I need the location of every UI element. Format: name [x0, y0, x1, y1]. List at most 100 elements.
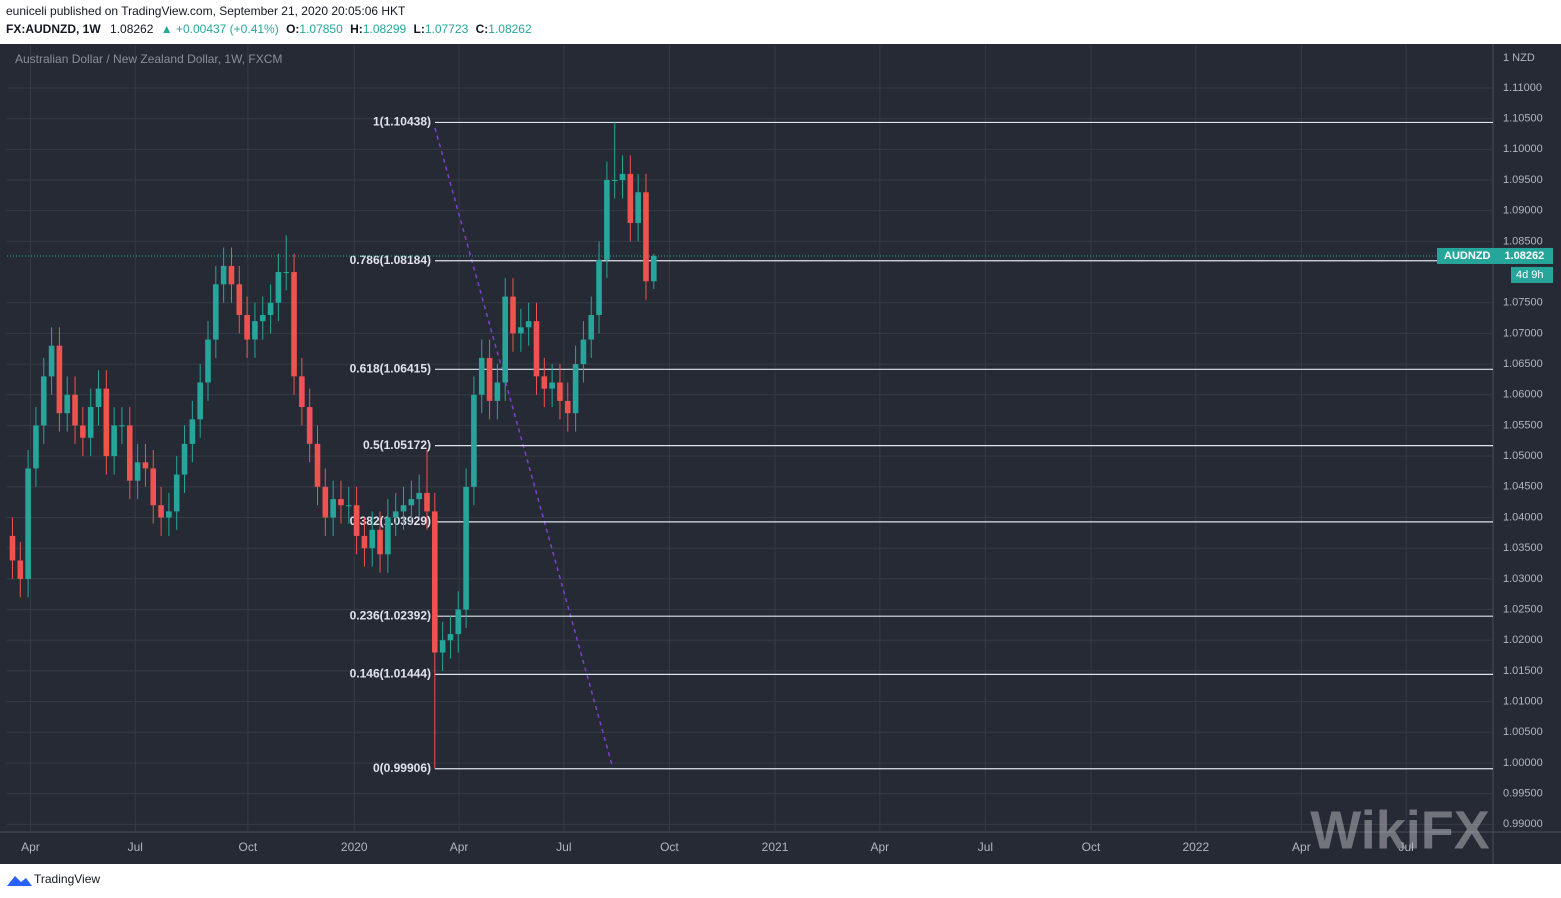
candle-body	[392, 511, 399, 518]
candle-body	[651, 255, 657, 282]
candle-body	[572, 364, 579, 414]
y-tick-label: 1.07500	[1503, 297, 1543, 309]
y-tick-label: 1.10500	[1503, 113, 1543, 125]
fib-label: 0.236(1.02392)	[350, 608, 431, 622]
candle-body	[17, 560, 24, 579]
candle-body	[299, 376, 305, 408]
candle-body	[494, 382, 501, 401]
candle-body	[80, 425, 86, 438]
fib-label: 0.5(1.05172)	[363, 438, 431, 452]
ohlc-legend: FX:AUDNZD, 1W 1.08262 ▲ +0.00437 (+0.41%…	[6, 22, 532, 36]
candle-body	[9, 535, 16, 561]
candle-body	[166, 511, 172, 518]
x-tick-label: 2020	[341, 840, 368, 854]
price-tag-bg	[1437, 247, 1553, 264]
candle-body	[471, 394, 477, 487]
ohlc-key: L:	[414, 22, 425, 36]
y-tick-label: 1.04500	[1503, 481, 1543, 493]
candle-body	[119, 425, 125, 427]
x-tick-label: Apr	[450, 840, 469, 854]
candle-body	[345, 505, 352, 507]
y-tick-label: 0.99000	[1503, 818, 1543, 830]
candle-body	[588, 315, 595, 340]
candle-body	[580, 339, 587, 365]
x-tick-label: Oct	[239, 840, 258, 854]
ohlc-value: 1.08299	[363, 22, 407, 36]
fib-label: 0(0.99906)	[373, 761, 431, 775]
candle-body	[134, 462, 141, 481]
candle-body	[126, 425, 133, 481]
countdown-bg	[1511, 266, 1553, 283]
x-tick-label: Oct	[1082, 840, 1101, 854]
candle-body	[369, 529, 376, 549]
candle-body	[338, 499, 344, 506]
candle-body	[259, 315, 266, 322]
candle-body	[604, 180, 610, 260]
candle-body	[518, 327, 524, 334]
candle-body	[408, 499, 415, 506]
fib-label: 0.786(1.08184)	[350, 253, 431, 267]
candle-body	[142, 462, 149, 469]
y-tick-label: 1.02000	[1503, 634, 1543, 646]
change: ▲ +0.00437 (+0.41%)	[161, 22, 279, 36]
candle-body	[353, 505, 360, 536]
candle-body	[213, 284, 219, 340]
symbol: FX:AUDNZD, 1W	[6, 22, 101, 36]
candle-body	[596, 259, 602, 316]
candle-body	[87, 407, 94, 438]
x-tick-label: Jul	[1399, 840, 1414, 854]
fib-label: 0.146(1.01444)	[350, 667, 431, 681]
candle-body	[643, 192, 649, 282]
candle-body	[486, 357, 493, 401]
candle-body	[33, 425, 39, 469]
candle-body	[322, 486, 329, 518]
price-tag: AUDNZD 1.08262	[1444, 250, 1544, 262]
trend-line	[434, 127, 613, 766]
y-tick-label: 1.06500	[1503, 358, 1543, 370]
y-tick-label: 1.07000	[1503, 327, 1543, 339]
candle-body	[619, 173, 626, 181]
marks: 1(1.10438) 0.786(1.08184) 0.618(1.06415) 0.…	[7, 115, 1493, 775]
candle-body	[56, 345, 63, 414]
fib-label: 0.618(1.06415)	[350, 361, 431, 375]
header-bg	[0, 0, 1561, 44]
watermark: WikiFX	[1310, 800, 1490, 860]
candle-body	[330, 499, 336, 518]
ohlc-value: 1.08262	[488, 22, 532, 36]
ohlc-key: H:	[350, 22, 363, 36]
ohlc-value: 1.07850	[299, 22, 343, 36]
candle-body	[228, 265, 235, 285]
y-tick-label: 1.01000	[1503, 696, 1543, 708]
brand-logo	[7, 876, 32, 886]
candle-body	[611, 180, 618, 182]
candle-body	[463, 486, 469, 610]
candle-body	[173, 474, 180, 512]
candle-body	[25, 468, 31, 579]
fib-label: 1(1.10438)	[373, 115, 431, 129]
candle-body	[455, 609, 462, 635]
candle-body	[205, 339, 211, 383]
candle-body	[502, 296, 509, 383]
last: 1.08262	[110, 22, 154, 36]
candle-body	[361, 535, 368, 549]
y-tick-label: 1.08500	[1503, 235, 1543, 247]
candle-body	[291, 272, 297, 377]
y-tick-label: 1.02500	[1503, 603, 1543, 615]
candle-body	[72, 394, 78, 426]
chart-title: Australian Dollar / New Zealand Dollar, …	[15, 52, 282, 66]
y-tick-label: 1.00000	[1503, 757, 1543, 769]
candle-body	[557, 382, 563, 401]
y-tick-label: 1.04000	[1503, 511, 1543, 523]
candle-body	[103, 388, 110, 457]
publisher: euniceli published on TradingView.com, S…	[6, 4, 406, 18]
candle-body	[478, 357, 485, 395]
y-tick-label: 1.06000	[1503, 389, 1543, 401]
candle-body	[377, 529, 383, 555]
x-tick-label: Oct	[660, 840, 679, 854]
candle-body	[533, 321, 540, 377]
x-tick-label: Jul	[978, 840, 993, 854]
ohlc-value: 1.07723	[425, 22, 469, 36]
candle-body	[197, 382, 203, 420]
plot-bg	[0, 44, 1561, 864]
